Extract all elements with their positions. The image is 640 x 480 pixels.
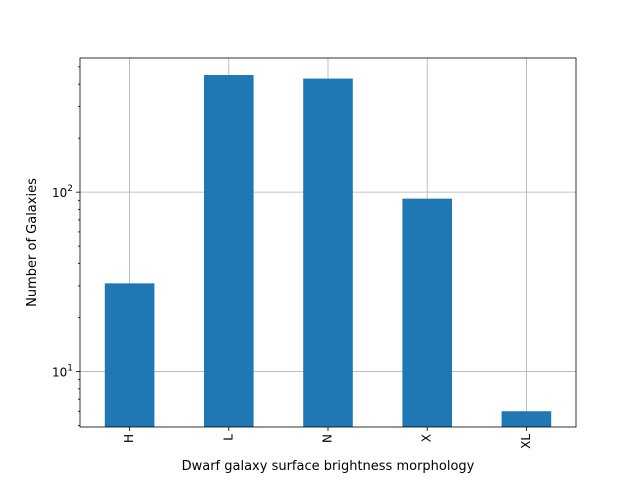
y-tick-label: 102 [52, 184, 73, 200]
x-tick-label: L [221, 434, 235, 441]
x-tick-label: H [122, 434, 136, 443]
bar-xl [501, 411, 552, 427]
bar-x [402, 198, 452, 427]
bar-l [204, 75, 254, 427]
y-tick-label: 101 [52, 363, 73, 379]
y-axis-label: Number of Galaxies [25, 178, 40, 307]
x-tick-label: XL [519, 434, 533, 449]
bar-h [104, 283, 155, 427]
x-axis-label: Dwarf galaxy surface brightness morpholo… [182, 459, 475, 474]
x-tick-label: X [420, 434, 434, 442]
bars [104, 75, 552, 427]
x-tick-label: N [321, 434, 335, 443]
bar-n [303, 78, 353, 427]
ticks: H L N X XL 101 102 [52, 66, 533, 449]
